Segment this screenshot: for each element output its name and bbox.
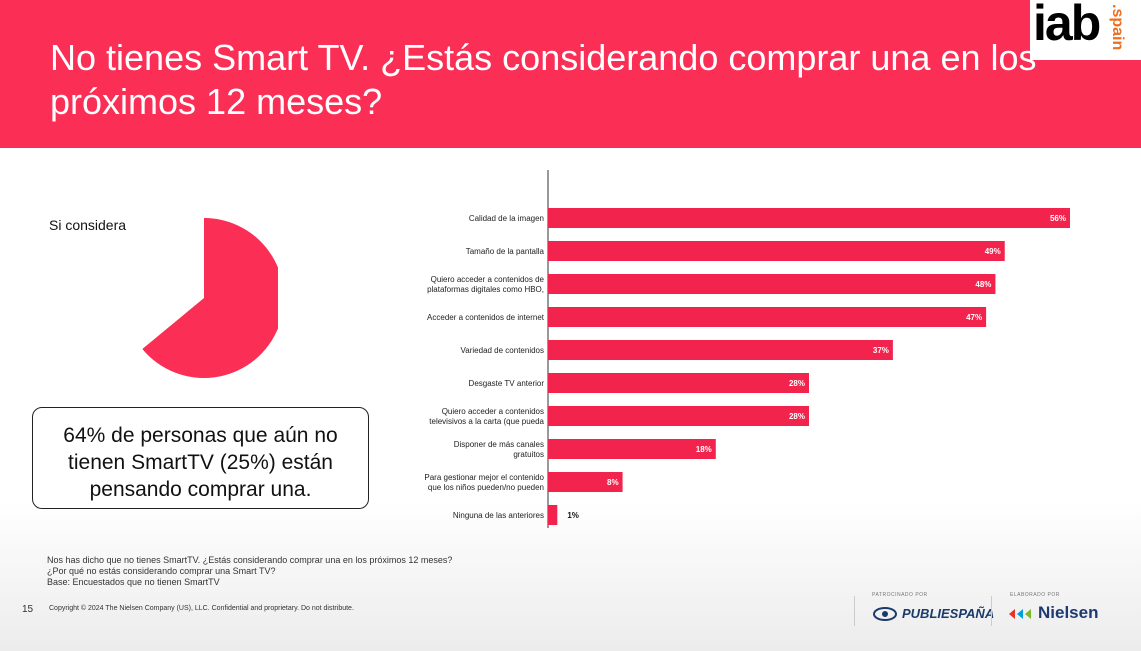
bar-value-label: 56% bbox=[1050, 214, 1066, 223]
category-label: Tamaño de la pantalla bbox=[466, 247, 545, 256]
category-label-line: Calidad de la imagen bbox=[469, 214, 544, 223]
bar-value-label: 18% bbox=[696, 445, 712, 454]
header-banner: No tienes Smart TV. ¿Estás considerando … bbox=[0, 0, 1141, 148]
copyright-text: Copyright © 2024 The Nielsen Company (US… bbox=[49, 605, 354, 612]
category-label: Variedad de contenidos bbox=[461, 346, 544, 355]
category-label-line: Para gestionar mejor el contenido bbox=[424, 473, 544, 482]
bar bbox=[548, 307, 987, 327]
bar-value-label: 8% bbox=[607, 478, 619, 487]
page-title: No tienes Smart TV. ¿Estás considerando … bbox=[50, 37, 1037, 122]
footer-divider bbox=[854, 596, 855, 626]
sponsor-name: PUBLIESPAÑA bbox=[902, 606, 995, 621]
logo-main-text: iab bbox=[1033, 0, 1101, 51]
page-number: 15 bbox=[22, 604, 34, 615]
bar bbox=[548, 208, 1070, 228]
category-label-line: Disponer de más canales bbox=[454, 440, 544, 449]
category-label: Desgaste TV anterior bbox=[469, 379, 545, 388]
pie-label: Si considera bbox=[49, 217, 127, 233]
category-label: Ninguna de las anteriores bbox=[453, 511, 544, 520]
logo-sub-text: .spain bbox=[1109, 4, 1126, 51]
category-label: Quiero acceder a contenidos de plataforma… bbox=[427, 275, 544, 294]
iab-logo: iab .spain bbox=[1030, 0, 1141, 60]
bar-value-label: 28% bbox=[789, 412, 805, 421]
category-label: Para gestionar mejor el contenido que los… bbox=[424, 473, 544, 492]
summary-callout: 64% de personas que aún no tienen SmartT… bbox=[32, 407, 369, 509]
bar-value-label: 49% bbox=[985, 247, 1001, 256]
bar bbox=[548, 406, 809, 426]
bar bbox=[548, 373, 809, 393]
footer-divider bbox=[991, 596, 992, 626]
category-label: Quiero acceder a contenidos televisivos a… bbox=[429, 407, 544, 426]
category-label-line: que los niños pueden/no pueden bbox=[428, 483, 544, 492]
footer-note: Nos has dicho que no tienes SmartTV. ¿Es… bbox=[47, 555, 453, 565]
sponsor-label: PATROCINADO POR bbox=[872, 592, 928, 598]
bar bbox=[548, 274, 996, 294]
made-by-name: Nielsen bbox=[1038, 603, 1099, 622]
category-label-line: Desgaste TV anterior bbox=[469, 379, 545, 388]
bar bbox=[548, 340, 893, 360]
footer-notes: Nos has dicho que no tienes SmartTV. ¿Es… bbox=[47, 555, 452, 588]
category-label-line: Acceder a contenidos de internet bbox=[427, 313, 545, 322]
category-label-line: gratuitos bbox=[513, 450, 544, 459]
made-by-label: ELABORADO POR bbox=[1010, 592, 1060, 598]
category-label: Disponer de más canales gratuitos bbox=[454, 440, 544, 459]
publiespana-logo-icon bbox=[873, 607, 897, 621]
bar-value-label: 47% bbox=[966, 313, 982, 322]
bar bbox=[548, 505, 558, 525]
callout-text: 64% de personas que aún no tienen SmartT… bbox=[63, 424, 338, 501]
category-label-line: Quiero acceder a contenidos bbox=[442, 407, 544, 416]
bar-value-label: 48% bbox=[975, 280, 991, 289]
footer-note: ¿Por qué no estás considerando comprar u… bbox=[47, 566, 276, 576]
bar bbox=[548, 439, 716, 459]
category-label: Calidad de la imagen bbox=[469, 214, 544, 223]
bar-value-label: 28% bbox=[789, 379, 805, 388]
footer-note: Base: Encuestados que no tienen SmartTV bbox=[47, 577, 220, 587]
bar-chart: 56% Calidad de la imagen 49% Tamaño de la p… bbox=[424, 170, 1070, 528]
category-label-line: Variedad de contenidos bbox=[461, 346, 544, 355]
category-label-line: Ninguna de las anteriores bbox=[453, 511, 544, 520]
pie-value-label: 64% bbox=[130, 306, 165, 325]
bar bbox=[548, 472, 623, 492]
bar-value-label: 37% bbox=[873, 346, 889, 355]
pie-chart bbox=[142, 218, 278, 378]
nielsen-logo-icon bbox=[1009, 609, 1031, 619]
category-label-line: Quiero acceder a contenidos de bbox=[431, 275, 545, 284]
bar-value-label: 1% bbox=[567, 511, 579, 520]
background-fade bbox=[0, 500, 1141, 651]
pie-slice-si-considera bbox=[142, 218, 278, 378]
category-label-line: televisivos a la carta (que pueda bbox=[429, 417, 544, 426]
category-label: Acceder a contenidos de internet bbox=[427, 313, 545, 322]
category-label-line: plataformas digitales como HBO, bbox=[427, 285, 544, 294]
bar bbox=[548, 241, 1005, 261]
category-label-line: Tamaño de la pantalla bbox=[466, 247, 545, 256]
